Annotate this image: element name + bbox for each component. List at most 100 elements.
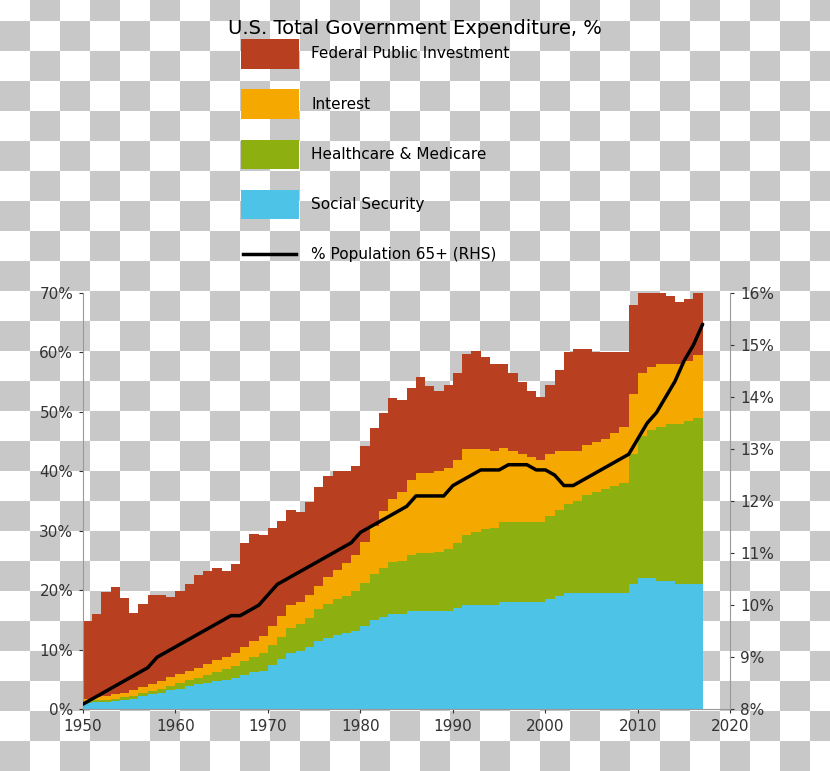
- Bar: [600, 261, 630, 291]
- Bar: [90, 81, 120, 111]
- Bar: [270, 651, 300, 681]
- Text: % Population 65+ (RHS): % Population 65+ (RHS): [311, 247, 496, 262]
- Bar: [240, 141, 270, 171]
- Bar: [630, 741, 660, 771]
- Text: Healthcare & Medicare: Healthcare & Medicare: [311, 146, 486, 162]
- Bar: [300, 141, 330, 171]
- Bar: [780, 51, 810, 81]
- Bar: [270, 21, 300, 51]
- Bar: [120, 171, 150, 201]
- Bar: [390, 651, 420, 681]
- Bar: [30, 351, 60, 381]
- Bar: [150, 231, 180, 261]
- Bar: [750, 231, 780, 261]
- Bar: [180, 291, 210, 321]
- Bar: [570, 531, 600, 561]
- Bar: [600, 501, 630, 531]
- Bar: [330, 561, 360, 591]
- Bar: [300, 501, 330, 531]
- Bar: [0, 141, 30, 171]
- Bar: [480, 381, 510, 411]
- Bar: [450, 201, 480, 231]
- Bar: [510, 471, 540, 501]
- Bar: [420, 141, 450, 171]
- Bar: [540, 51, 570, 81]
- Bar: [120, 291, 150, 321]
- Bar: [600, 681, 630, 711]
- Bar: [510, 111, 540, 141]
- Bar: [510, 81, 540, 111]
- Bar: [420, 231, 450, 261]
- Bar: [720, 591, 750, 621]
- Bar: [480, 351, 510, 381]
- Bar: [390, 561, 420, 591]
- Bar: [690, 0, 720, 21]
- Bar: [240, 441, 270, 471]
- Bar: [690, 291, 720, 321]
- Bar: [810, 621, 830, 651]
- Bar: [420, 501, 450, 531]
- Bar: [330, 321, 360, 351]
- Bar: [150, 21, 180, 51]
- Bar: [420, 351, 450, 381]
- Bar: [420, 321, 450, 351]
- Bar: [660, 651, 690, 681]
- Bar: [780, 441, 810, 471]
- Bar: [180, 0, 210, 21]
- Bar: [120, 561, 150, 591]
- Bar: [30, 321, 60, 351]
- Bar: [30, 141, 60, 171]
- Text: Interest: Interest: [311, 96, 370, 112]
- Bar: [390, 201, 420, 231]
- Bar: [30, 0, 60, 21]
- Bar: [750, 351, 780, 381]
- Bar: [360, 171, 390, 201]
- Bar: [570, 441, 600, 471]
- Bar: [720, 531, 750, 561]
- Bar: [300, 711, 330, 741]
- Bar: [810, 471, 830, 501]
- Bar: [420, 591, 450, 621]
- Bar: [0, 381, 30, 411]
- Bar: [810, 321, 830, 351]
- Text: Federal Public Investment: Federal Public Investment: [311, 46, 510, 62]
- Bar: [780, 81, 810, 111]
- Bar: [480, 231, 510, 261]
- Bar: [810, 231, 830, 261]
- Bar: [360, 591, 390, 621]
- Bar: [210, 321, 240, 351]
- Bar: [780, 0, 810, 21]
- Bar: [270, 321, 300, 351]
- Bar: [450, 171, 480, 201]
- Bar: [210, 261, 240, 291]
- Bar: [780, 531, 810, 561]
- Bar: [240, 741, 270, 771]
- Bar: [60, 741, 90, 771]
- Bar: [750, 411, 780, 441]
- Bar: [180, 501, 210, 531]
- Bar: [150, 471, 180, 501]
- Bar: [600, 561, 630, 591]
- Bar: [690, 141, 720, 171]
- Bar: [0, 0, 30, 21]
- Bar: [480, 291, 510, 321]
- Bar: [120, 201, 150, 231]
- Bar: [210, 231, 240, 261]
- Bar: [690, 591, 720, 621]
- Bar: [810, 261, 830, 291]
- Bar: [510, 621, 540, 651]
- Bar: [720, 411, 750, 441]
- Bar: [660, 81, 690, 111]
- Bar: [90, 681, 120, 711]
- Bar: [240, 531, 270, 561]
- Bar: [390, 741, 420, 771]
- Bar: [360, 351, 390, 381]
- Bar: [60, 531, 90, 561]
- Bar: [210, 81, 240, 111]
- Bar: [270, 171, 300, 201]
- Bar: [390, 471, 420, 501]
- Bar: [480, 321, 510, 351]
- Bar: [690, 561, 720, 591]
- Bar: [210, 651, 240, 681]
- Bar: [600, 651, 630, 681]
